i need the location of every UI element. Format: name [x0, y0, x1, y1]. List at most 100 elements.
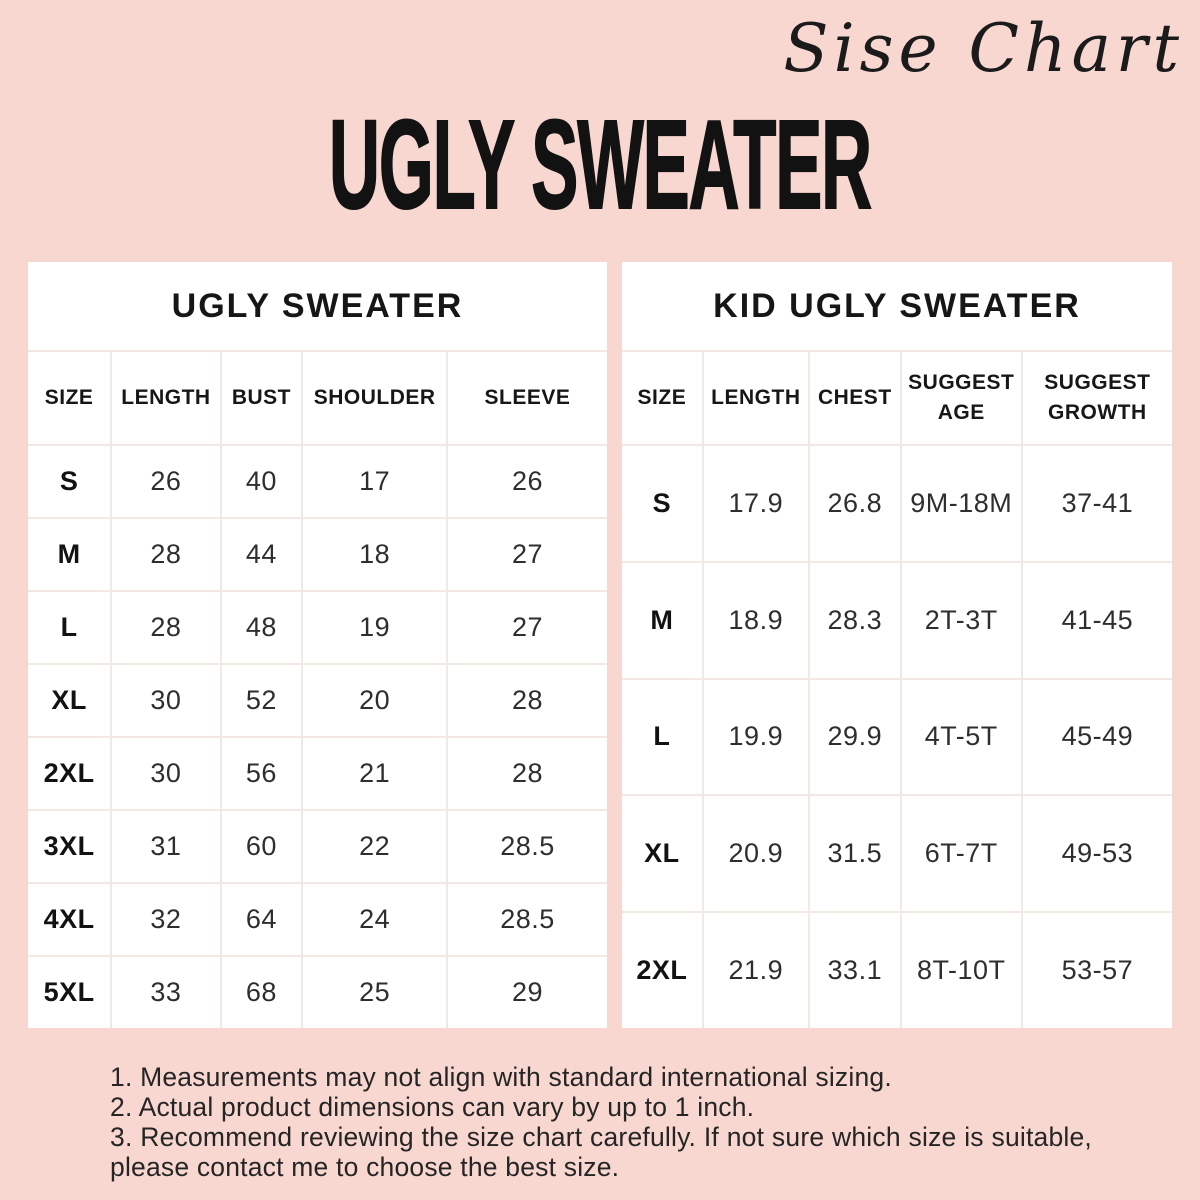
measurement-cell: 28: [110, 592, 219, 663]
measurement-cell: 20: [301, 665, 446, 736]
measurement-cell: 60: [219, 811, 302, 882]
adult-table-title: UGLY SWEATER: [171, 286, 464, 325]
measurement-cell: 27: [446, 519, 607, 590]
footnotes: 1. Measurements may not align with stand…: [110, 1062, 1092, 1182]
measurement-cell: 17: [301, 446, 446, 517]
measurement-cell: 28.3: [807, 562, 900, 678]
measurement-cell: 28.5: [446, 811, 607, 882]
table-row: S 17.9 26.8 9M-18M 37-41: [622, 446, 1172, 561]
measurement-cell: 22: [301, 811, 446, 882]
size-label-cell: 2XL: [636, 955, 688, 986]
table-row: 2XL 21.9 33.1 8T-10T 53-57: [622, 911, 1172, 1028]
column-header: LENGTH: [701, 352, 808, 444]
measurement-cell: 53-57: [1020, 913, 1172, 1028]
measurement-cell: 31: [110, 811, 219, 882]
adult-table-body: S 26 40 17 26 M 28 44 18 27 L 28 48 19 27 XL 30 52 20 28 2XL…: [28, 446, 607, 1028]
measurement-cell: 8T-10T: [899, 913, 1021, 1028]
script-subtitle: Sise Chart: [783, 10, 1184, 87]
measurement-cell: 18: [301, 519, 446, 590]
size-label-cell: L: [60, 612, 78, 642]
measurement-cell: 29: [446, 957, 607, 1028]
size-label-cell: 3XL: [43, 831, 95, 861]
measurement-cell: 20.9: [701, 796, 808, 912]
measurement-cell: 37-41: [1020, 446, 1172, 561]
size-label-cell: 2XL: [43, 758, 95, 788]
footnote-item: 2. Actual product dimensions can vary by…: [110, 1092, 755, 1122]
measurement-cell: 27: [446, 592, 607, 663]
measurement-cell: 21.9: [701, 913, 808, 1028]
footnote-item: 1. Measurements may not align with stand…: [110, 1062, 892, 1092]
kid-table-title: KID UGLY SWEATER: [713, 286, 1081, 325]
measurement-cell: 26.8: [807, 446, 900, 561]
table-row: 2XL 30 56 21 28: [28, 736, 607, 809]
size-label-cell: 4XL: [43, 904, 95, 934]
adult-size-table: UGLY SWEATER SIZE LENGTH BUST SHOULDER SLEEV…: [28, 262, 607, 1028]
measurement-cell: 4T-5T: [899, 679, 1021, 795]
measurement-cell: 2T-3T: [899, 562, 1021, 678]
measurement-cell: 21: [301, 738, 446, 809]
measurement-cell: 18.9: [701, 562, 808, 678]
kid-table-header-row: SIZE LENGTH CHEST SUGGEST AGE SUGGEST GROWTH: [622, 350, 1172, 446]
page-title: UGLY SWEATER: [328, 94, 872, 235]
measurement-cell: 30: [110, 738, 219, 809]
size-label-cell: XL: [51, 685, 87, 715]
measurement-cell: 44: [219, 519, 302, 590]
measurement-cell: 28: [446, 738, 607, 809]
column-header: SHOULDER: [301, 352, 446, 444]
measurement-cell: 49-53: [1020, 796, 1172, 912]
measurement-cell: 48: [219, 592, 302, 663]
table-row: 3XL 31 60 22 28.5: [28, 809, 607, 882]
measurement-cell: 40: [219, 446, 302, 517]
column-header: SIZE: [637, 385, 687, 409]
size-label-cell: L: [653, 721, 671, 752]
table-row: M 18.9 28.3 2T-3T 41-45: [622, 560, 1172, 678]
measurement-cell: 30: [110, 665, 219, 736]
measurement-cell: 25: [301, 957, 446, 1028]
kid-table-body: S 17.9 26.8 9M-18M 37-41 M 18.9 28.3 2T-3T 41-45 L…: [622, 446, 1172, 1028]
measurement-cell: 64: [219, 884, 302, 955]
measurement-cell: 9M-18M: [899, 446, 1021, 561]
footnote-item: 3. Recommend reviewing the size chart ca…: [110, 1122, 1092, 1182]
table-row: S 26 40 17 26: [28, 446, 607, 517]
measurement-cell: 56: [219, 738, 302, 809]
size-label-cell: M: [650, 604, 674, 635]
kid-size-table: KID UGLY SWEATER SIZE LENGTH CHEST SUGGEST …: [622, 262, 1172, 1028]
table-row: XL 30 52 20 28: [28, 663, 607, 736]
measurement-cell: 6T-7T: [899, 796, 1021, 912]
measurement-cell: 19: [301, 592, 446, 663]
size-label-cell: S: [59, 466, 79, 496]
measurement-cell: 17.9: [701, 446, 808, 561]
measurement-cell: 33: [110, 957, 219, 1028]
table-row: L 28 48 19 27: [28, 590, 607, 663]
column-header: CHEST: [807, 352, 900, 444]
measurement-cell: 24: [301, 884, 446, 955]
measurement-cell: 68: [219, 957, 302, 1028]
measurement-cell: 31.5: [807, 796, 900, 912]
measurement-cell: 33.1: [807, 913, 900, 1028]
size-label-cell: M: [57, 539, 81, 569]
measurement-cell: 28.5: [446, 884, 607, 955]
table-row: 4XL 32 64 24 28.5: [28, 882, 607, 955]
column-header: LENGTH: [110, 352, 219, 444]
column-header: SIZE: [44, 385, 94, 409]
table-row: XL 20.9 31.5 6T-7T 49-53: [622, 794, 1172, 912]
measurement-cell: 32: [110, 884, 219, 955]
column-header: SLEEVE: [446, 352, 607, 444]
measurement-cell: 26: [110, 446, 219, 517]
size-label-cell: S: [652, 487, 672, 518]
table-row: L 19.9 29.9 4T-5T 45-49: [622, 677, 1172, 795]
column-header: BUST: [219, 352, 302, 444]
measurement-cell: 29.9: [807, 679, 900, 795]
size-label-cell: XL: [644, 838, 680, 869]
adult-table-header-row: SIZE LENGTH BUST SHOULDER SLEEVE: [28, 350, 607, 446]
measurement-cell: 41-45: [1020, 562, 1172, 678]
measurement-cell: 52: [219, 665, 302, 736]
measurement-cell: 19.9: [701, 679, 808, 795]
measurement-cell: 45-49: [1020, 679, 1172, 795]
column-header: SUGGEST GROWTH: [1020, 352, 1172, 444]
table-row: M 28 44 18 27: [28, 517, 607, 590]
measurement-cell: 26: [446, 446, 607, 517]
table-row: 5XL 33 68 25 29: [28, 955, 607, 1028]
measurement-cell: 28: [446, 665, 607, 736]
